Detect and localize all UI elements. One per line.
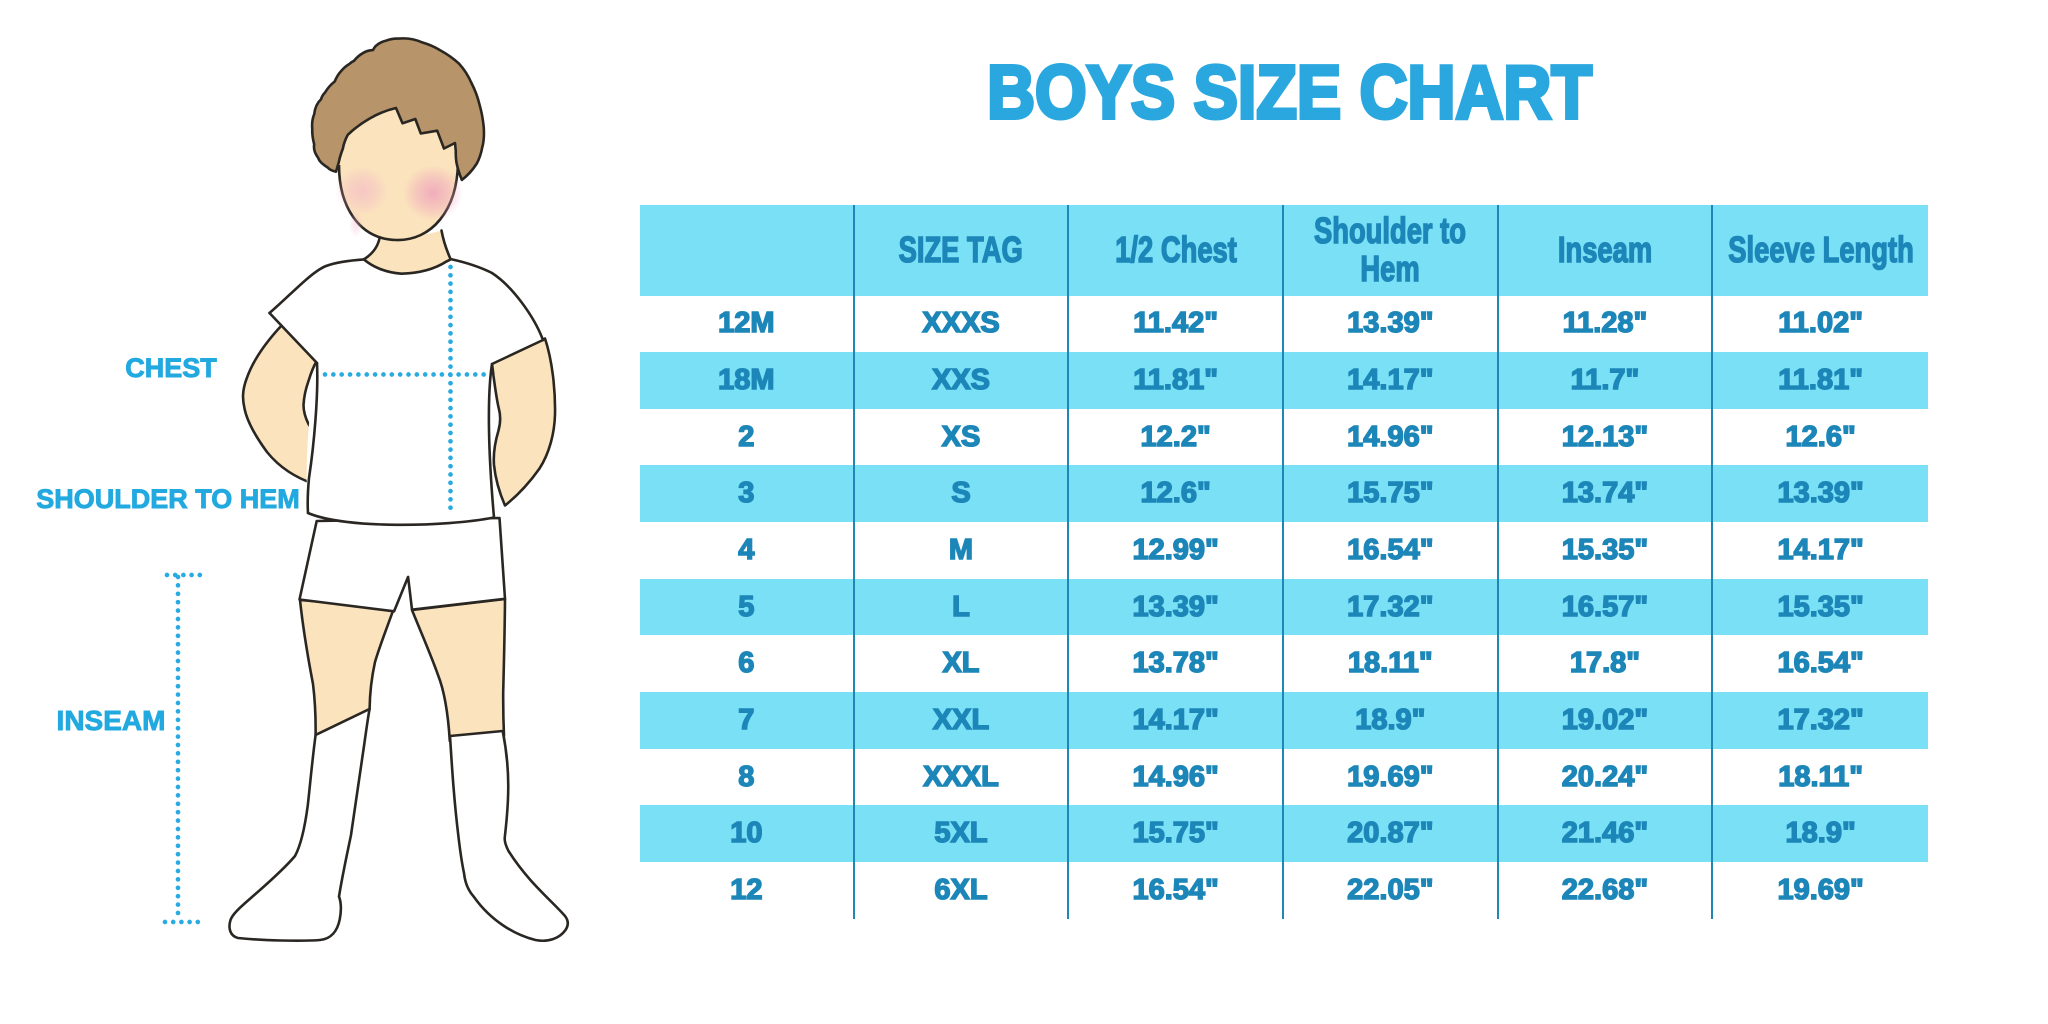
svg-text:INSEAM: INSEAM (57, 705, 166, 736)
svg-text:SHOULDER TO HEM: SHOULDER TO HEM (36, 484, 300, 514)
svg-text:CHEST: CHEST (125, 353, 217, 383)
